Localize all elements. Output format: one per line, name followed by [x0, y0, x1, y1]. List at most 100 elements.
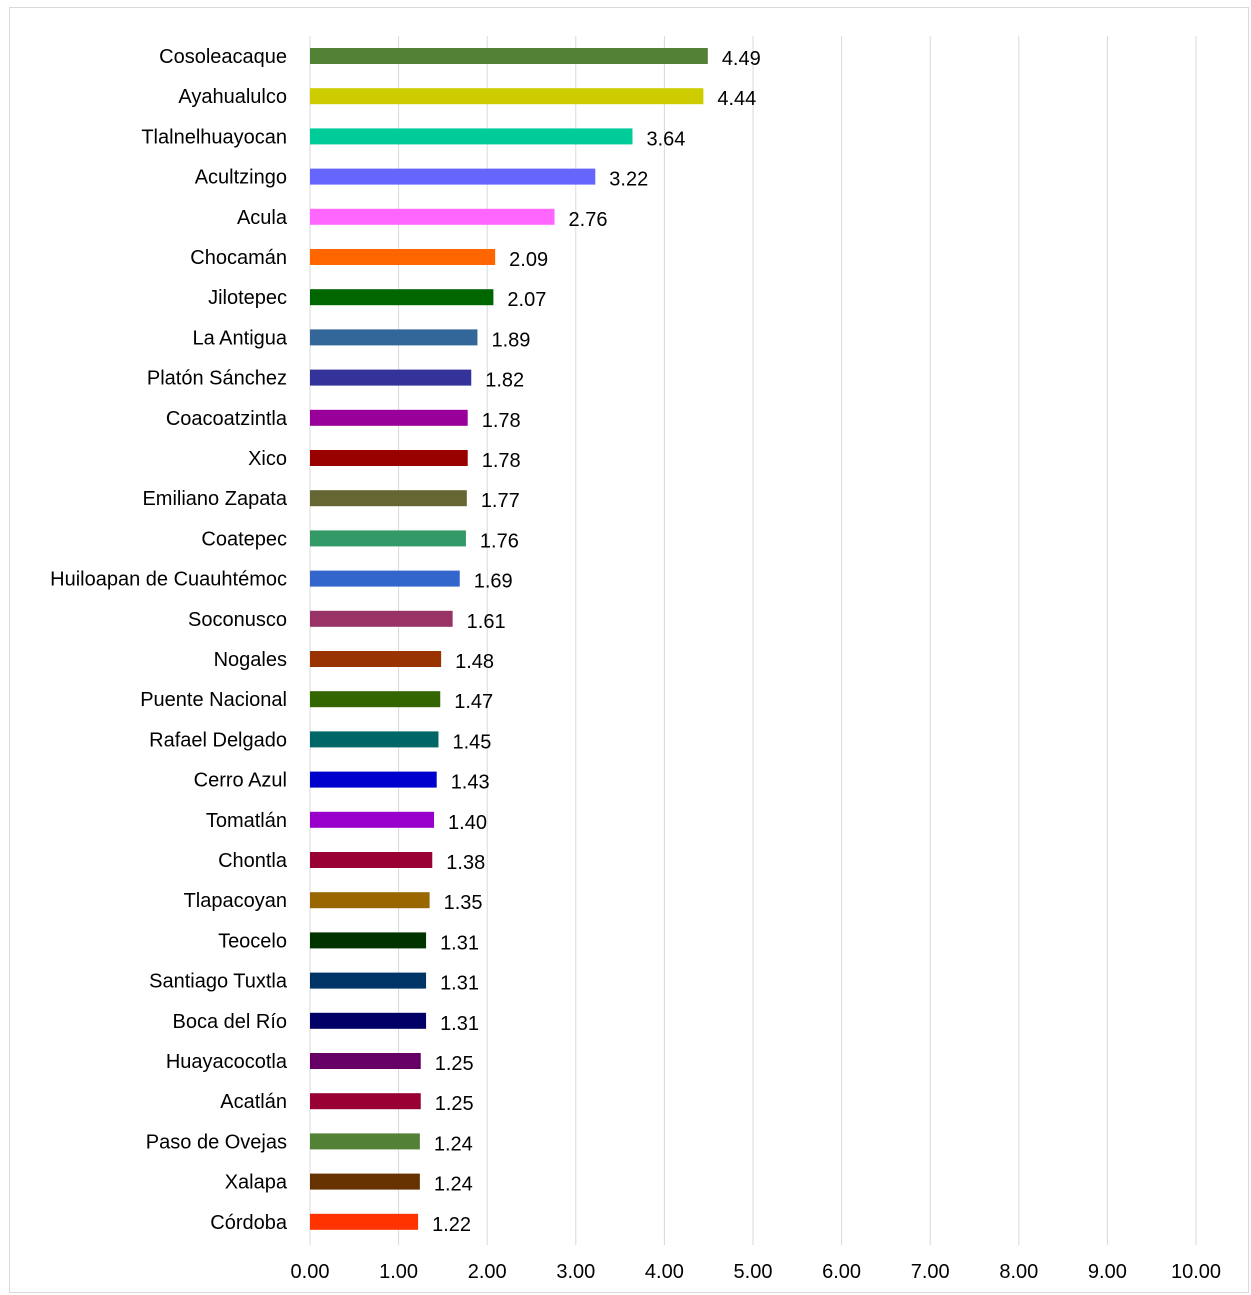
data-label: 1.76	[480, 530, 519, 552]
x-tick-label: 10.00	[1171, 1261, 1221, 1283]
bar	[310, 490, 467, 507]
data-label: 1.61	[467, 611, 506, 633]
bar	[310, 892, 430, 909]
bar	[310, 128, 633, 145]
bar	[310, 369, 472, 386]
x-tick-label: 7.00	[911, 1261, 950, 1283]
category-label: Ayahualulco	[178, 86, 287, 108]
data-label: 1.47	[454, 691, 493, 713]
x-tick-label: 8.00	[999, 1261, 1038, 1283]
bar	[310, 1093, 421, 1110]
bar	[310, 610, 453, 627]
x-tick-label: 5.00	[734, 1261, 773, 1283]
bar	[310, 409, 468, 426]
data-label: 1.89	[491, 329, 530, 351]
data-label: 1.24	[434, 1133, 473, 1155]
bar	[310, 972, 427, 989]
bar	[310, 852, 433, 868]
category-label: Tlalnelhuayocan	[141, 126, 287, 148]
category-label: Platón Sánchez	[147, 368, 287, 390]
category-label: La Antigua	[192, 327, 287, 349]
bar	[310, 289, 494, 306]
category-label: Acultzingo	[195, 167, 287, 189]
category-label: Santiago Tuxtla	[149, 971, 288, 993]
data-label: 2.07	[507, 289, 546, 311]
bar	[310, 329, 478, 346]
category-label: Jilotepec	[208, 287, 287, 309]
category-label: Xico	[248, 448, 287, 470]
x-tick-label: 0.00	[291, 1261, 330, 1283]
category-label: Boca del Río	[172, 1011, 287, 1033]
bar	[310, 691, 441, 708]
category-label: Teocelo	[218, 930, 287, 952]
bar	[310, 651, 442, 667]
category-label: Coatepec	[201, 528, 287, 550]
data-label: 2.09	[509, 249, 548, 271]
x-tick-label: 1.00	[379, 1261, 418, 1283]
category-label: Acatlán	[220, 1091, 287, 1113]
data-label: 1.31	[440, 973, 479, 995]
data-label: 3.64	[647, 128, 686, 150]
category-label: Soconusco	[188, 609, 287, 631]
bar	[310, 570, 460, 587]
data-label: 1.24	[434, 1174, 473, 1196]
data-label: 3.22	[609, 169, 648, 191]
data-label: 4.49	[722, 48, 761, 70]
category-label: Córdoba	[210, 1212, 288, 1234]
category-label: Rafael Delgado	[149, 729, 287, 751]
category-label: Cerro Azul	[194, 770, 287, 792]
category-label: Acula	[237, 207, 288, 229]
data-label: 1.22	[432, 1214, 471, 1236]
bar	[310, 1173, 420, 1190]
category-label: Tomatlán	[206, 810, 287, 832]
data-label: 1.69	[474, 571, 513, 593]
bar	[310, 88, 704, 105]
x-tick-label: 4.00	[645, 1261, 684, 1283]
data-label: 1.35	[444, 892, 483, 914]
bar	[310, 530, 466, 547]
data-label: 1.48	[455, 651, 494, 673]
bar	[310, 208, 555, 225]
data-label: 1.38	[446, 852, 485, 874]
category-label: Cosoleacaque	[159, 46, 287, 68]
category-label: Tlapacoyan	[184, 890, 287, 912]
category-label: Chocamán	[190, 247, 287, 269]
data-label: 1.31	[440, 1013, 479, 1035]
bar	[310, 1133, 420, 1150]
data-label: 1.25	[435, 1053, 474, 1075]
bar	[310, 1213, 419, 1230]
category-label: Coacoatzintla	[166, 408, 288, 430]
bar	[310, 48, 708, 64]
category-label: Huayacocotla	[166, 1051, 288, 1073]
bar	[310, 249, 496, 265]
category-label: Chontla	[218, 850, 288, 872]
chart-frame	[9, 7, 1249, 1293]
bar	[310, 932, 427, 949]
data-label: 1.45	[452, 731, 491, 753]
data-label: 1.78	[482, 450, 521, 472]
bar	[310, 168, 596, 185]
bar	[310, 450, 468, 466]
data-label: 1.43	[451, 772, 490, 794]
data-label: 1.77	[481, 490, 520, 512]
bar	[310, 771, 437, 788]
data-label: 1.40	[448, 812, 487, 834]
category-label: Paso de Ovejas	[146, 1131, 287, 1153]
category-label: Huiloapan de Cuauhtémoc	[50, 569, 287, 591]
category-label: Emiliano Zapata	[142, 488, 287, 510]
bar	[310, 811, 435, 828]
x-tick-label: 3.00	[556, 1261, 595, 1283]
data-label: 4.44	[717, 88, 756, 110]
bar	[310, 731, 439, 748]
x-tick-label: 9.00	[1088, 1261, 1127, 1283]
bar	[310, 1053, 421, 1069]
data-label: 2.76	[569, 209, 608, 231]
category-label: Xalapa	[225, 1172, 288, 1194]
category-label: Puente Nacional	[140, 689, 287, 711]
data-label: 1.82	[485, 370, 524, 392]
data-label: 1.25	[435, 1093, 474, 1115]
bar	[310, 1012, 427, 1029]
category-label: Nogales	[214, 649, 287, 671]
x-tick-label: 2.00	[468, 1261, 507, 1283]
